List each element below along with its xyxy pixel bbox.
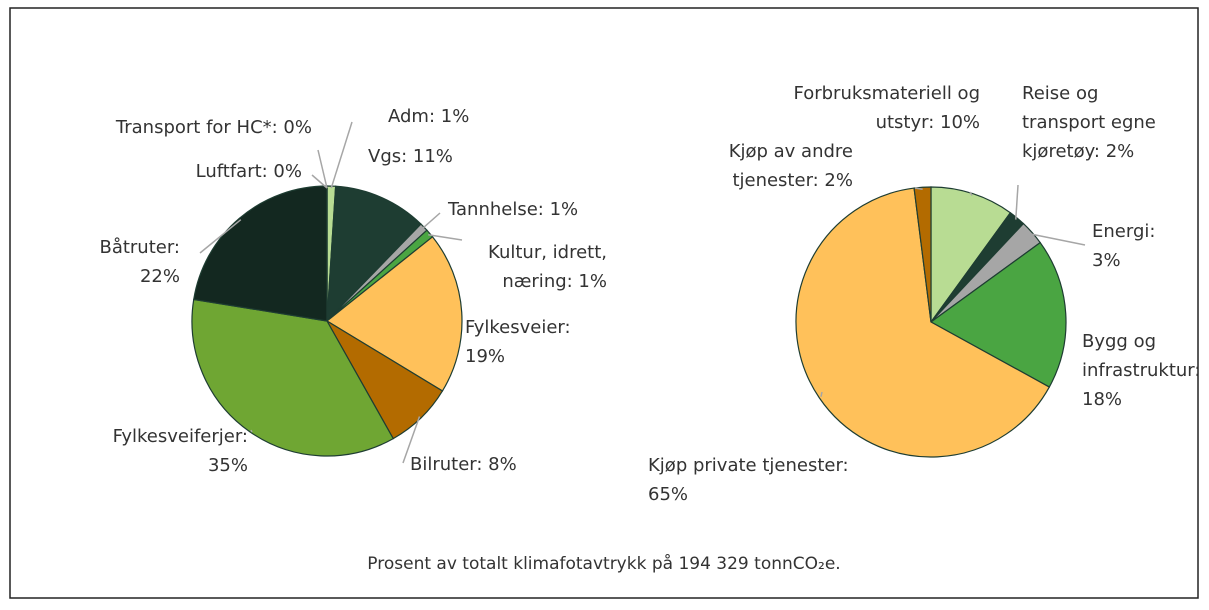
data-label: Kjøp av andre tjenester: 2%: [729, 141, 853, 191]
leader-line: [199, 219, 242, 254]
pie-slice: [929, 241, 1067, 388]
data-label-line: Vgs: 11%: [368, 146, 453, 167]
data-label-line: kjøretøy: 2%: [1022, 141, 1134, 162]
data-label: Reise og transport egne kjøretøy: 2%: [1022, 83, 1156, 162]
data-label-line: infrastruktur:: [1082, 360, 1200, 381]
data-label-line: Reise og: [1022, 83, 1098, 104]
data-label-line: Kjøp av andre: [729, 141, 853, 162]
leader-line: [317, 149, 328, 189]
leader-line: [250, 429, 253, 433]
pie-slice: [913, 186, 932, 323]
data-label-line: utstyr: 10%: [876, 112, 980, 133]
data-label-line: Bilruter: 8%: [410, 454, 517, 475]
data-label-line: Adm: 1%: [388, 106, 469, 127]
data-label: Energi: 3%: [1092, 221, 1155, 271]
data-label: Luftfart: 0%: [196, 161, 302, 182]
data-label-line: Tannhelse: 1%: [447, 199, 578, 220]
data-label-line: tjenester: 2%: [732, 170, 853, 191]
data-label: Bygg og infrastruktur: 18%: [1082, 331, 1200, 410]
data-label: Båtruter: 22%: [99, 237, 180, 287]
leader-line: [428, 234, 463, 241]
data-label-line: Luftfart: 0%: [196, 161, 302, 182]
data-label-line: Fylkesveier:: [465, 317, 571, 338]
data-label-line: 18%: [1082, 389, 1122, 410]
data-label: Kjøp private tjenester: 65%: [648, 455, 849, 505]
leader-line: [1015, 184, 1019, 220]
data-label-line: Kultur, idrett,: [488, 242, 607, 263]
pie-slice: [795, 187, 1051, 458]
data-label-line: Bygg og: [1082, 331, 1156, 352]
data-label-line: 65%: [648, 484, 688, 505]
pie-slice: [325, 235, 463, 392]
data-label-line: 3%: [1092, 250, 1121, 271]
data-label-line: transport egne: [1022, 112, 1156, 133]
frame: [9, 7, 1199, 599]
data-label-line: 22%: [140, 266, 180, 287]
data-label: Transport for HC*: 0%: [115, 117, 312, 138]
data-label-line: Kjøp private tjenester:: [648, 455, 849, 476]
data-label-line: 35%: [208, 455, 248, 476]
caption: Prosent av totalt klimafotavtrykk på 194…: [367, 553, 840, 574]
data-label: Vgs: 11%: [368, 146, 453, 167]
data-label-line: Fylkesveiferjer:: [113, 426, 248, 447]
pie-slice: [191, 298, 395, 457]
data-label: Kultur, idrett, næring: 1%: [488, 242, 607, 292]
data-label: Fylkesveiferjer: 35%: [113, 426, 248, 476]
leader-line: [422, 212, 441, 230]
leader-line: [330, 121, 353, 189]
leader-line: [969, 191, 973, 196]
data-label-line: Energi:: [1092, 221, 1155, 242]
leader-line: [402, 416, 421, 464]
data-label-line: Transport for HC*: 0%: [115, 117, 312, 138]
data-label-line: Båtruter:: [99, 237, 180, 258]
pie-slice: [930, 186, 1012, 324]
pie-slice: [193, 185, 328, 322]
data-label: Fylkesveier: 19%: [465, 317, 571, 367]
leader-line: [1030, 233, 1086, 246]
data-label: Adm: 1%: [388, 106, 469, 127]
leader-line: [820, 391, 823, 397]
leader-line: [914, 187, 923, 191]
data-label-line: 19%: [465, 346, 505, 367]
data-label: Tannhelse: 1%: [447, 199, 578, 220]
data-label-line: næring: 1%: [502, 271, 607, 292]
leader-line: [311, 174, 328, 189]
data-label: Bilruter: 8%: [410, 454, 517, 475]
data-label: Forbruksmateriell og utstyr: 10%: [794, 83, 981, 133]
data-label-line: Forbruksmateriell og: [794, 83, 981, 104]
pie-slice: [326, 185, 422, 323]
